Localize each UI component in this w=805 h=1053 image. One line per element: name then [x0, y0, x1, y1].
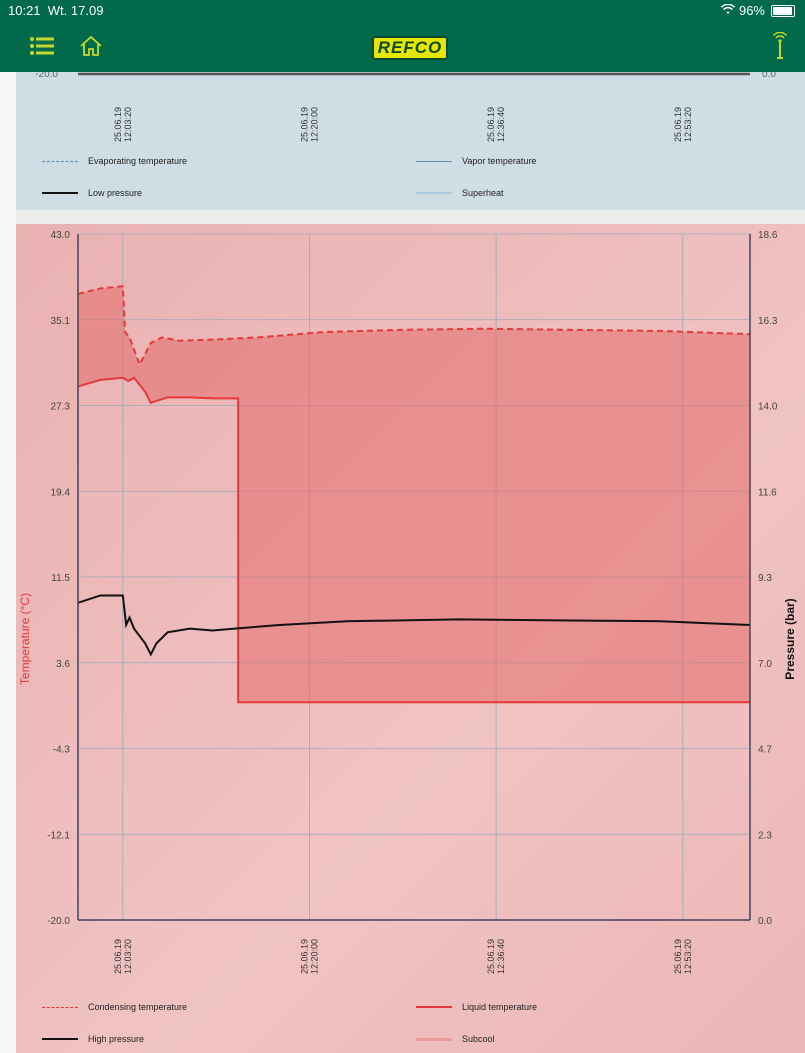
y2-tick-label: 2.3: [758, 830, 772, 841]
chart-lines: [77, 285, 751, 704]
y2-tick-label: 11.6: [758, 487, 777, 498]
legend-high-pressure: High pressure: [42, 1034, 144, 1044]
y-tick-label: 43.0: [51, 230, 71, 241]
top-x-tick-label: 25.06.19 12:20:00: [300, 107, 320, 142]
y-tick-label: 19.4: [51, 487, 71, 498]
signal-antenna-icon[interactable]: [764, 30, 796, 62]
wifi-icon: [720, 3, 736, 18]
y2-tick-label: 0.0: [758, 916, 772, 927]
low-side-chart-panel: -20.0 0.0 25.06.19 12:03:20 25.06.19 12:20:…: [16, 72, 805, 210]
y-tick-label: -4.3: [53, 745, 71, 756]
high-side-chart-panel: 43.0 35.1 27.3 19.4 11.5 3.6 -4.3 -12.1 -20.0 18.…: [16, 224, 805, 1053]
x-tick-label: 25.06.19 12:36:40: [486, 939, 506, 974]
x-tick-time: 12:20:00: [310, 939, 320, 974]
top-x-tick-date: 25.06.19: [673, 107, 683, 142]
battery-percent: 96%: [738, 3, 765, 18]
x-tick-date: 25.06.19: [300, 939, 310, 974]
top-x-tick-time: 12:36:40: [496, 107, 506, 142]
y2-tick-label: 14.0: [758, 402, 778, 413]
x-tick-time: 12:36:40: [496, 939, 506, 974]
y-tick-label: 27.3: [51, 402, 71, 413]
y2-tick-label: 7.0: [758, 659, 772, 670]
legend-liquid-temperature: Liquid temperature: [416, 1002, 537, 1012]
top-x-tick-label: 25.06.19 12:53:20: [673, 107, 693, 142]
x-tick-time: 12:03:20: [123, 939, 133, 974]
x-tick-label: 25.06.19 12:53:20: [673, 939, 693, 974]
x-tick-time: 12:53:20: [683, 939, 693, 974]
x-tick-label: 25.06.19 12:03:20: [113, 939, 133, 974]
left-axis-min: -20.0: [35, 72, 58, 80]
y-tick-label: -20.0: [47, 916, 70, 927]
y2-axis-title: Pressure (bar): [783, 598, 797, 679]
top-x-tick-label: 25.06.19 12:03:20: [113, 107, 133, 142]
y-tick-label: -12.1: [47, 830, 70, 841]
chart-tick-labels: 43.0 35.1 27.3 19.4 11.5 3.6 -4.3 -12.1 -20.0 18.…: [47, 230, 778, 974]
status-time-date: 10:21 Wt. 17.09: [8, 3, 104, 18]
panel-separator: [16, 210, 805, 224]
top-x-tick-date: 25.06.19: [486, 107, 496, 142]
home-icon[interactable]: [75, 30, 107, 62]
x-tick-date: 25.06.19: [113, 939, 123, 974]
legend-low-pressure: Low pressure: [42, 188, 142, 198]
low-side-chart: -20.0 0.0 25.06.19 12:03:20 25.06.19 12:20:…: [35, 72, 776, 142]
y-tick-label: 11.5: [51, 573, 70, 584]
y-axis-title: Temperature (°C): [18, 593, 32, 685]
top-x-tick-label: 25.06.19 12:36:40: [486, 107, 506, 142]
x-tick-date: 25.06.19: [673, 939, 683, 974]
top-x-tick-date: 25.06.19: [300, 107, 310, 142]
top-x-tick-time: 12:53:20: [683, 107, 693, 142]
high-pressure-line: [77, 594, 751, 657]
legend-subcool: Subcool: [416, 1034, 495, 1044]
legend-superheat: Superheat: [416, 188, 504, 198]
y2-tick-label: 18.6: [758, 230, 778, 241]
chart-areas: [78, 286, 750, 703]
menu-icon[interactable]: [26, 30, 58, 62]
top-x-tick-time: 12:20:00: [310, 107, 320, 142]
condensing-temperature-line: [77, 285, 751, 368]
top-x-tick-time: 12:03:20: [123, 107, 133, 142]
legend-vapor-temperature: Vapor temperature: [416, 156, 536, 166]
x-tick-label: 25.06.19 12:20:00: [300, 939, 320, 974]
chart-axes: [77, 234, 751, 921]
high-side-chart: 43.0 35.1 27.3 19.4 11.5 3.6 -4.3 -12.1 -20.0 18.…: [18, 230, 797, 974]
legend-condensing-temperature: Condensing temperature: [42, 1002, 187, 1012]
top-x-tick-date: 25.06.19: [113, 107, 123, 142]
refco-logo: REFCO: [372, 36, 448, 60]
right-axis-min: 0.0: [762, 72, 776, 80]
top-x-ticks: 25.06.19 12:03:20 25.06.19 12:20:00 25.06.19…: [113, 107, 693, 142]
subcool-area: [78, 286, 750, 703]
x-tick-date: 25.06.19: [486, 939, 496, 974]
y2-tick-label: 16.3: [758, 316, 778, 327]
status-right: 96%: [720, 3, 795, 18]
status-bar: 10:21 Wt. 17.09 96%: [0, 0, 805, 20]
y2-tick-label: 9.3: [758, 573, 772, 584]
battery-icon: [771, 4, 795, 17]
liquid-temperature-line: [77, 376, 750, 704]
y-tick-label: 35.1: [51, 316, 71, 327]
legend-evaporating-temperature: Evaporating temperature: [42, 156, 187, 166]
y2-tick-label: 4.7: [758, 745, 772, 756]
y-tick-label: 3.6: [56, 659, 70, 670]
left-edge: [0, 72, 16, 1053]
